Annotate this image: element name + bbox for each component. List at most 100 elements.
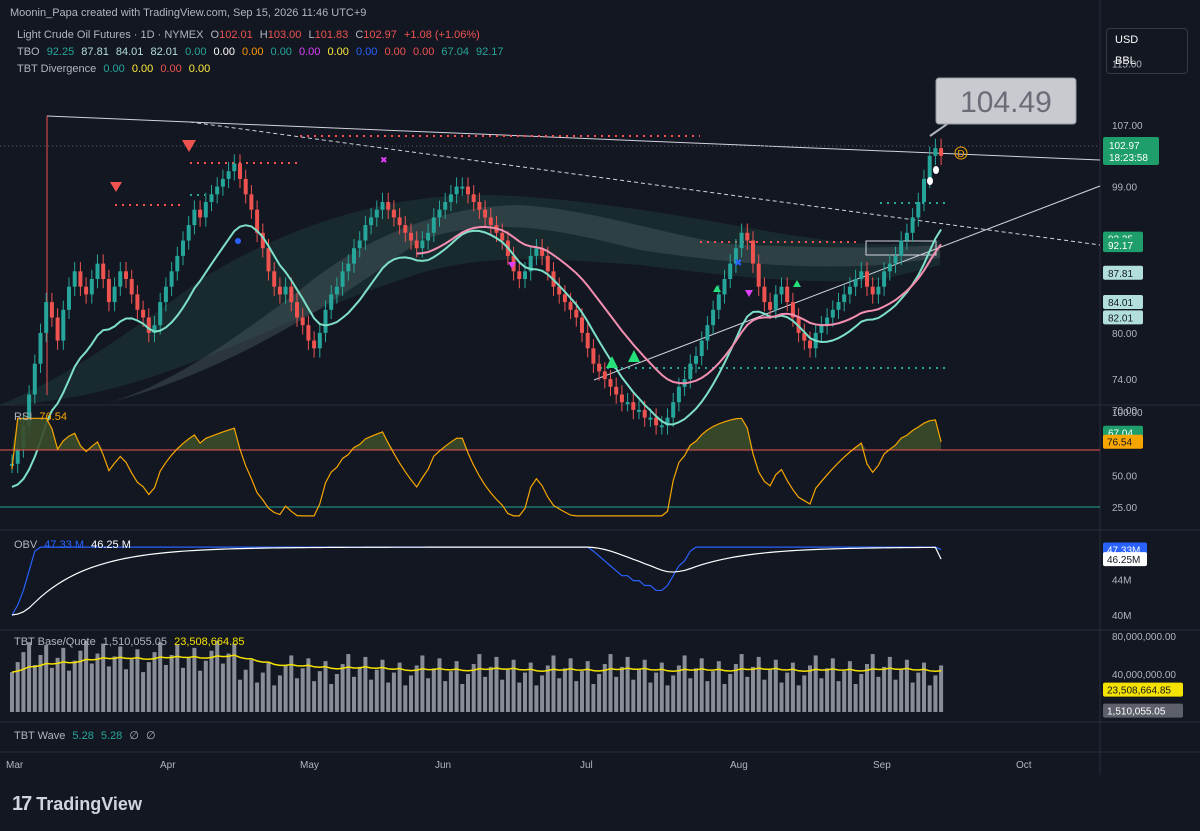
volume-bar [312, 681, 317, 712]
volume-axis-label: 80,000,000.00 [1112, 632, 1176, 643]
volume-bar [585, 661, 590, 712]
candle-body [580, 317, 584, 333]
volume-bar [534, 685, 539, 712]
time-axis-label: Jun [435, 760, 451, 771]
rsi-axis-label: 25.00 [1112, 503, 1137, 514]
tbt-base-value: 1,510,055.05 [102, 636, 168, 648]
volume-bar [169, 655, 174, 712]
volume-bar [220, 663, 225, 712]
candle-body [386, 202, 391, 210]
tbt-wave-value: 5.28 [72, 730, 94, 742]
candle-body [882, 271, 887, 287]
tbt-divergence-value: 0.00 [131, 63, 154, 75]
volume-bar [397, 662, 402, 712]
volume-bar [511, 659, 516, 712]
tbo-name[interactable]: TBO [17, 46, 40, 58]
ohlc-low: 101.83 [314, 29, 349, 41]
price-tag-label: 87.81 [1108, 269, 1133, 280]
candle-body [226, 171, 231, 179]
rsi-tag-label: 76.54 [1107, 438, 1132, 449]
candle-body [819, 325, 824, 333]
last-price-value: 102.97 [1109, 141, 1140, 152]
currency-label: USD [1115, 34, 1139, 46]
rsi-name[interactable]: RSI [14, 411, 33, 423]
candle-body [437, 209, 442, 218]
candle-body [711, 309, 716, 326]
candle-body [768, 302, 773, 310]
volume-bar [659, 662, 664, 712]
candle-body [887, 263, 892, 272]
tbt-wave-value: ∅ [146, 730, 156, 742]
price-callout-text: 104.49 [960, 86, 1052, 119]
candle-body [540, 248, 545, 256]
candle-body [135, 294, 140, 310]
time-axis-label: May [300, 760, 319, 771]
volume-bar [796, 685, 801, 712]
volume-ma-line [11, 654, 942, 673]
rsi-line [11, 417, 942, 517]
candle-body [523, 271, 527, 279]
obv-name[interactable]: OBV [14, 539, 38, 551]
volume-bar [711, 671, 716, 712]
candle-body [238, 163, 242, 179]
volume-bar [619, 666, 624, 712]
volume-bar [865, 664, 869, 712]
price-tag-label: 92.17 [1108, 241, 1133, 252]
candle-body [158, 302, 163, 326]
candle-body [101, 263, 106, 279]
candle-body [44, 302, 49, 333]
volume-bar [317, 671, 322, 712]
candle-body [933, 148, 938, 156]
ohlc-high: 103.00 [267, 29, 302, 41]
volume-bar [340, 664, 345, 712]
candle-body [779, 286, 784, 295]
tbo-value: 92.17 [476, 46, 504, 58]
buy-signal-icon [628, 350, 640, 362]
candle-body [825, 317, 830, 326]
volume-bar [369, 679, 374, 712]
volume-bar [836, 681, 841, 712]
tbt-base-quote-name[interactable]: TBT Base/Quote [14, 636, 96, 648]
volume-bar [186, 657, 191, 712]
candle-body [380, 202, 385, 210]
ohlc-open: 102.01 [219, 29, 253, 41]
price-tag [1103, 310, 1143, 325]
volume-bar [608, 654, 613, 712]
volume-bar [853, 683, 858, 712]
tbo-value: 0.00 [242, 46, 264, 58]
tbo-value: 0.00 [213, 46, 235, 58]
candle-body [340, 271, 345, 287]
symbol-name[interactable]: Light Crude Oil Futures · 1D · NYMEX [17, 29, 204, 41]
tbt-divergence-name[interactable]: TBT Divergence [17, 63, 97, 75]
volume-bar [300, 668, 305, 712]
candle-body [808, 340, 812, 349]
volume-bar [745, 676, 750, 712]
tbt-wave-name[interactable]: TBT Wave [14, 730, 66, 742]
candle-body [477, 202, 482, 210]
volume-bars [10, 640, 944, 712]
candle-body [637, 409, 641, 412]
candle-body [300, 317, 305, 326]
candle-body [939, 148, 944, 156]
obv-axis-label: 44M [1112, 575, 1131, 586]
candle-body [146, 317, 151, 333]
candle-body [255, 209, 260, 233]
volume-bar [89, 663, 94, 712]
candle-body [391, 209, 396, 218]
rsi-axis-label: 50.00 [1112, 471, 1137, 482]
candle-body [528, 255, 533, 272]
volume-bar [637, 669, 641, 712]
rsi-value: 76.54 [39, 411, 67, 423]
volume-bar [819, 678, 824, 712]
volume-bar [545, 665, 550, 712]
candle-body [369, 217, 374, 226]
tradingview-logo[interactable]: 17 TradingView [12, 793, 142, 816]
candle-body [859, 271, 864, 279]
candle-body [448, 194, 453, 202]
candle-body [27, 394, 32, 426]
currency-unit-box[interactable]: USD BBL [1106, 28, 1188, 74]
volume-bar [61, 647, 66, 712]
candle-body [739, 232, 744, 249]
